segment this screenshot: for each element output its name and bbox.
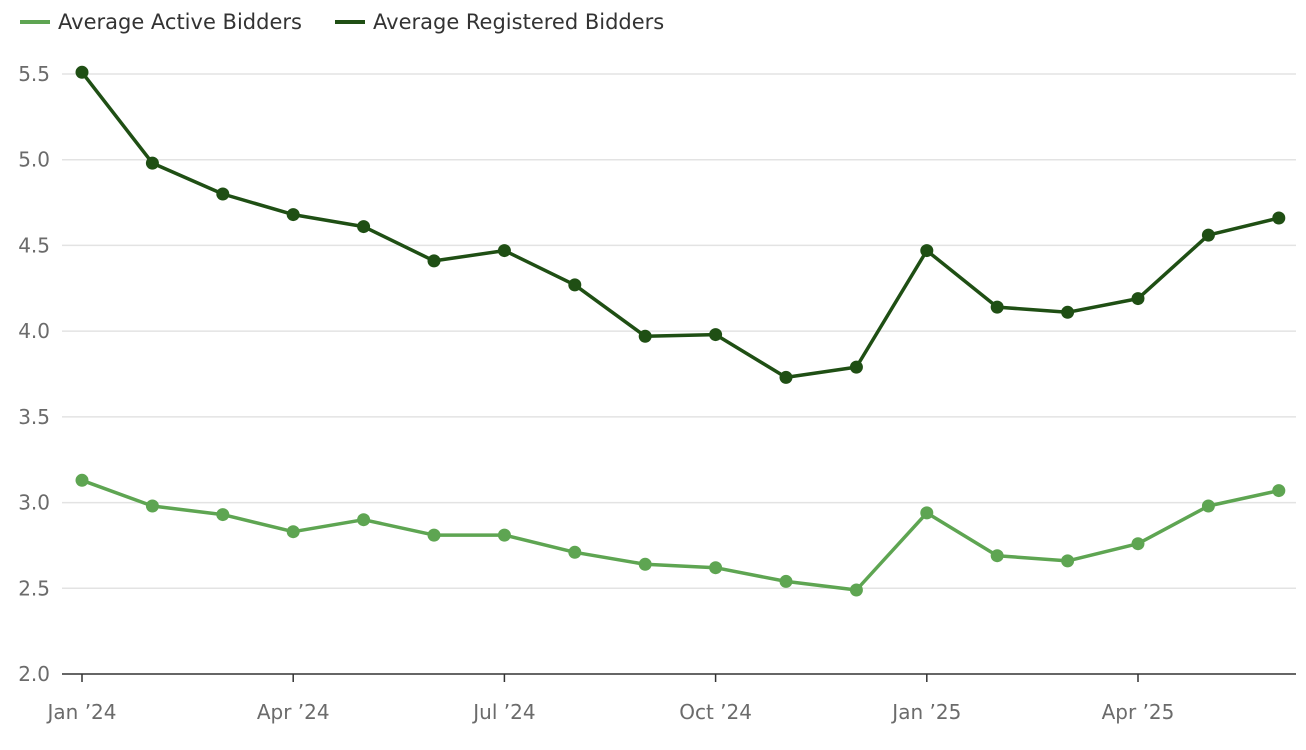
y-tick-label: 3.0 [18,491,50,515]
series-layer [75,65,1286,597]
data-point[interactable] [1272,484,1286,498]
data-point[interactable] [709,328,723,342]
y-tick-label: 2.5 [18,576,50,600]
data-point[interactable] [568,545,582,559]
y-tick-label: 4.0 [18,319,50,343]
data-point[interactable] [920,244,934,258]
data-point[interactable] [357,220,371,234]
gridlines [62,73,1296,590]
data-point[interactable] [779,574,793,588]
data-point[interactable] [1201,499,1215,513]
legend-item-active[interactable]: Average Active Bidders [20,10,302,34]
data-point[interactable] [709,561,723,575]
x-tick-label: Jan ’24 [46,700,117,724]
x-tick-label: Apr ’25 [1102,700,1175,724]
y-axis: 2.0 2.5 3.0 3.5 4.0 4.5 5.0 5.5 [18,62,50,686]
data-point[interactable] [638,329,652,343]
x-tick-label: Jan ’25 [890,700,961,724]
data-point[interactable] [1131,292,1145,306]
data-point[interactable] [497,528,511,542]
series-line [81,478,1280,592]
x-tick-label: Apr ’24 [257,700,330,724]
data-point[interactable] [286,525,300,539]
data-point[interactable] [849,360,863,374]
x-tick-label: Oct ’24 [679,700,752,724]
data-point[interactable] [286,208,300,222]
legend-label: Average Registered Bidders [373,10,664,34]
data-point[interactable] [357,513,371,527]
data-point[interactable] [427,528,441,542]
series-line [80,71,1280,380]
legend-item-registered[interactable]: Average Registered Bidders [335,10,664,34]
y-tick-label: 5.5 [18,62,50,86]
y-tick-label: 4.5 [18,233,50,257]
data-point[interactable] [216,187,230,201]
data-point[interactable] [75,473,89,487]
x-axis: Jan ’24 Apr ’24 Jul ’24 Oct ’24 Jan ’25 Apr ’… [46,673,1296,724]
y-tick-label: 3.5 [18,405,50,429]
data-point[interactable] [216,508,230,522]
data-point[interactable] [779,370,793,384]
data-point[interactable] [638,557,652,571]
data-point[interactable] [145,499,159,513]
data-point[interactable] [1272,211,1286,225]
data-point[interactable] [1061,554,1075,568]
data-point[interactable] [427,254,441,268]
data-point[interactable] [849,583,863,597]
data-point[interactable] [1061,305,1075,319]
data-point[interactable] [990,549,1004,563]
data-point[interactable] [1131,537,1145,551]
legend: Average Active Bidders Average Registered… [20,10,664,34]
legend-label: Average Active Bidders [58,10,302,34]
data-point[interactable] [920,506,934,520]
data-point[interactable] [990,300,1004,314]
series-average-active-bidders [75,473,1286,597]
series-average-registered-bidders [75,65,1286,384]
x-tick-label: Jul ’24 [471,700,535,724]
data-point[interactable] [145,156,159,170]
data-point[interactable] [497,244,511,258]
y-tick-label: 2.0 [18,662,50,686]
data-point[interactable] [75,65,89,79]
y-tick-label: 5.0 [18,148,50,172]
data-point[interactable] [568,278,582,292]
data-point[interactable] [1201,228,1215,242]
